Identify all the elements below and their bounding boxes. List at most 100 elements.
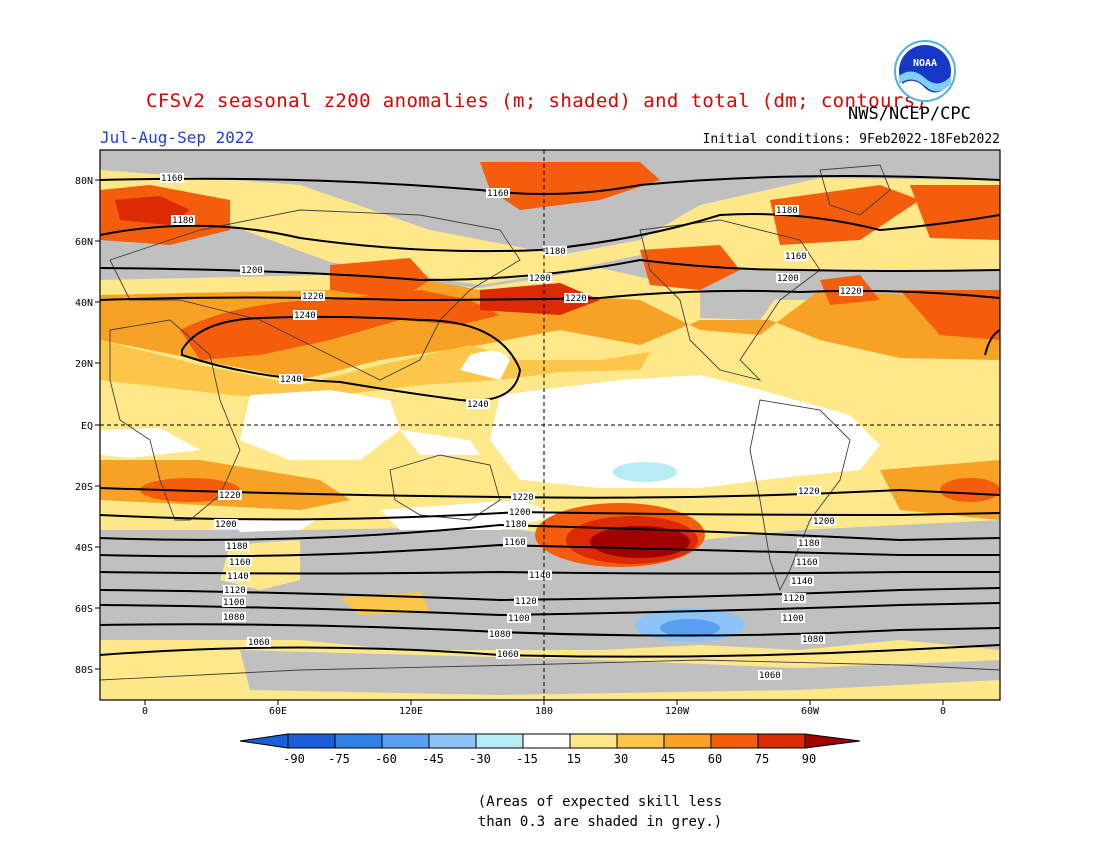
grey-region-antarctic xyxy=(240,650,1000,695)
skill-note: (Areas of expected skill less than 0.3 a… xyxy=(477,794,723,830)
svg-text:1240: 1240 xyxy=(294,311,316,321)
svg-text:EQ: EQ xyxy=(81,421,93,432)
svg-text:1180: 1180 xyxy=(226,542,248,552)
svg-text:1160: 1160 xyxy=(229,558,251,568)
svg-text:1220: 1220 xyxy=(798,487,820,497)
lat-tick-80n: 80N xyxy=(75,176,100,187)
colorbar-label: -75 xyxy=(328,752,350,766)
contour-label: 1120 xyxy=(223,585,247,596)
colorbar-swatch xyxy=(287,733,336,749)
svg-text:1220: 1220 xyxy=(219,491,241,501)
svg-text:1160: 1160 xyxy=(796,558,818,568)
lat-tick-40n: 40N xyxy=(75,298,100,309)
anomaly-warm-arctic-canada xyxy=(770,185,920,245)
colorbar-upper-arrow xyxy=(804,733,861,749)
contour-label: 1060 xyxy=(758,670,782,681)
lat-tick-60s: 60S xyxy=(75,604,100,615)
contour-label: 1240 xyxy=(293,310,317,321)
contour-label: 1080 xyxy=(488,629,512,640)
cool-central-pacific xyxy=(613,462,677,482)
svg-text:120E: 120E xyxy=(399,706,423,717)
coast-europe-asia xyxy=(109,209,521,381)
contour-label: 1180 xyxy=(225,541,249,552)
contour-label: 1180 xyxy=(543,246,567,257)
svg-text:20S: 20S xyxy=(75,482,93,493)
contour-labels: 1160 1180 1200 1220 1240 1240 1240 1160 … xyxy=(160,173,863,681)
anomaly-warm-arctic-atlantic xyxy=(910,185,1000,240)
coast-north-america xyxy=(639,219,821,381)
contour-label: 1160 xyxy=(228,557,252,568)
contour-label: 1140 xyxy=(528,570,552,581)
coast-greenland xyxy=(819,164,891,216)
contour-label: 1120 xyxy=(782,593,806,604)
lon-tick-180: 180 xyxy=(535,700,553,717)
season-label: Jul-Aug-Sep 2022 xyxy=(100,128,255,147)
svg-text:1080: 1080 xyxy=(223,613,245,623)
svg-text:1200: 1200 xyxy=(813,517,835,527)
svg-text:1220: 1220 xyxy=(840,287,862,297)
lat-tick-80s: 80S xyxy=(75,665,100,676)
svg-text:180: 180 xyxy=(535,706,553,717)
svg-text:1220: 1220 xyxy=(302,292,324,302)
svg-text:20N: 20N xyxy=(75,359,93,370)
colorbar-label: -15 xyxy=(516,752,538,766)
colorbar-label: 60 xyxy=(708,752,722,766)
colorbar-label: 90 xyxy=(802,752,816,766)
colorbar-swatch xyxy=(475,733,524,749)
contour-label: 1220 xyxy=(839,286,863,297)
lat-tick-eq: EQ xyxy=(81,421,100,432)
map-title: CFSv2 seasonal z200 anomalies (m; shaded… xyxy=(146,90,928,112)
grey-region-north-mid xyxy=(100,200,1000,300)
noaa-logo: NOAA xyxy=(894,40,956,102)
lon-tick-60e: 60E xyxy=(269,700,287,717)
svg-text:1200: 1200 xyxy=(529,274,551,284)
svg-text:0: 0 xyxy=(940,706,946,717)
svg-text:60W: 60W xyxy=(801,706,820,717)
contour-1200-north xyxy=(100,258,1000,282)
colorbar-swatch xyxy=(663,733,712,749)
colorbar-swatch xyxy=(757,733,806,749)
colorbar xyxy=(239,733,861,749)
svg-text:1200: 1200 xyxy=(509,508,531,518)
svg-text:1140: 1140 xyxy=(227,572,249,582)
contour-label: 1100 xyxy=(222,597,246,608)
svg-text:80N: 80N xyxy=(75,176,93,187)
contour-1160-north xyxy=(100,175,1000,195)
contour-1240-asia xyxy=(181,315,522,402)
anomaly-warm-east-atlantic xyxy=(900,290,1000,340)
contour-label: 1200 xyxy=(528,273,552,284)
svg-text:1180: 1180 xyxy=(505,520,527,530)
svg-text:40N: 40N xyxy=(75,298,93,309)
svg-text:1080: 1080 xyxy=(489,630,511,640)
lon-tick-0: 0 xyxy=(142,700,148,717)
lon-tick-120e: 120E xyxy=(399,700,423,717)
svg-text:1180: 1180 xyxy=(776,206,798,216)
anomaly-mod-sub-tropics xyxy=(100,340,650,400)
contour-label: 1200 xyxy=(776,273,800,284)
svg-text:60N: 60N xyxy=(75,237,93,248)
lon-tick-0-east: 0 xyxy=(940,700,946,717)
contour-label: 1100 xyxy=(507,613,531,624)
contour-label: 1160 xyxy=(784,251,808,262)
svg-text:1120: 1120 xyxy=(783,594,805,604)
colorbar-label: 45 xyxy=(661,752,675,766)
svg-text:1060: 1060 xyxy=(497,650,519,660)
contour-label: 1080 xyxy=(801,634,825,645)
contour-label: 1200 xyxy=(508,507,532,518)
svg-text:1240: 1240 xyxy=(280,375,302,385)
svg-text:1100: 1100 xyxy=(782,614,804,624)
colorbar-swatch xyxy=(569,733,618,749)
neutral-pacific xyxy=(460,351,510,380)
svg-text:1200: 1200 xyxy=(241,266,263,276)
colorbar-swatch xyxy=(710,733,759,749)
colorbar-label: 75 xyxy=(755,752,769,766)
colorbar-labels: -90 -75 -60 -45 -30 -15 15 30 45 60 75 9… xyxy=(283,752,816,766)
svg-text:1100: 1100 xyxy=(223,598,245,608)
lon-axis: 0 60E 120E 180 120W 60W 0 xyxy=(142,700,946,717)
svg-text:1200: 1200 xyxy=(215,520,237,530)
contour-label: 1220 xyxy=(797,486,821,497)
colorbar-label: 15 xyxy=(567,752,581,766)
grey-region-north-america xyxy=(700,290,780,320)
contour-1160-south xyxy=(100,543,1000,558)
